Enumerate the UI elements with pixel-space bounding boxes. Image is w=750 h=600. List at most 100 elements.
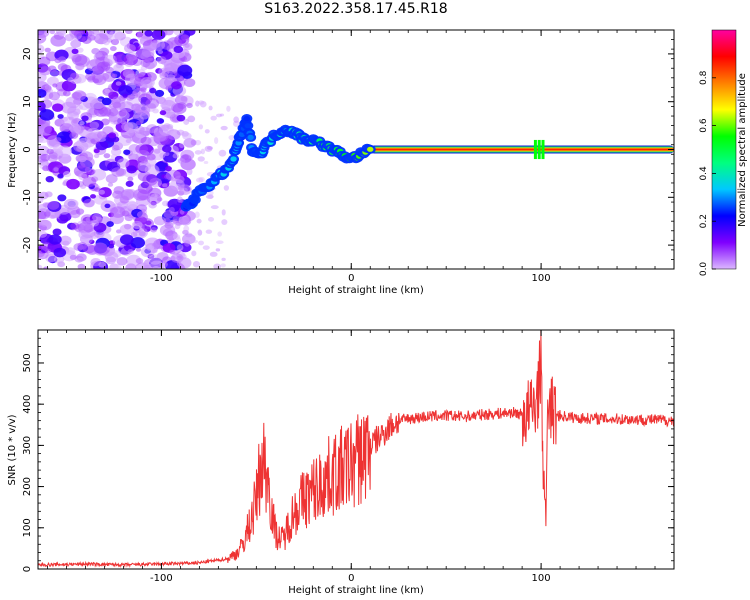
- spectrogram-noise-blob: [121, 210, 130, 217]
- spectrogram-noise-blob: [173, 30, 185, 36]
- spectrogram-noise-blob: [226, 105, 231, 112]
- spectrogram-noise-blob: [179, 242, 192, 253]
- spectrogram-noise-blob: [85, 72, 96, 81]
- spectrogram-noise-blob: [124, 122, 139, 133]
- spectrogram-noise-blob: [206, 146, 214, 150]
- spectrogram-noise-blob: [183, 138, 196, 148]
- spectrogram-noise-blob: [157, 118, 164, 123]
- spectrogram-noise-blob: [53, 167, 59, 172]
- spectrogram-noise-blob: [214, 137, 219, 145]
- spectrogram-noise-blob: [205, 229, 213, 234]
- spectrogram-noise-blob: [98, 189, 105, 195]
- spectrogram-noise-blob: [172, 103, 187, 115]
- spectrogram-noise-blob: [90, 194, 97, 199]
- spectrogram-noise-blob: [57, 194, 67, 202]
- snr-y-tick-label: 0: [22, 566, 33, 572]
- spectrogram-noise-blob: [44, 47, 51, 53]
- spectrogram-noise-blob: [69, 132, 79, 140]
- spectrogram-noise-blob: [187, 115, 196, 123]
- snr-series-line: [38, 330, 674, 569]
- spectrogram-noise-blob: [232, 120, 240, 127]
- spectrogram-noise-blob: [109, 30, 123, 40]
- spectrogram-noise-blob: [200, 148, 206, 155]
- spectrogram-x-ticks: -100 0 100: [47, 30, 675, 284]
- spectrogram-band-core: [370, 148, 674, 151]
- spectrogram-noise-blob: [159, 224, 176, 237]
- spectrogram-noise-blob: [149, 260, 165, 269]
- spectrogram-noise-blob: [116, 257, 128, 266]
- snr-y-tick-label: 500: [22, 353, 33, 372]
- spectrogram-noise-blob: [77, 257, 84, 263]
- spectrogram-noise-blob: [66, 110, 80, 121]
- spectrogram-noise-blob: [53, 247, 67, 258]
- spectrogram-noise-blob: [198, 100, 205, 105]
- spectrogram-noise-blob: [170, 178, 185, 191]
- spectrogram-noise-blob: [110, 206, 126, 218]
- colorbar-label: Normalized spectral amplitude: [737, 73, 748, 227]
- spectrogram-ridge-core: [230, 156, 237, 162]
- spectrogram-noise-blob: [223, 185, 230, 191]
- spectrogram-noise-blob: [221, 209, 226, 216]
- spectrogram-noise-blob: [204, 129, 210, 134]
- snr-panel: -100 0 100 0 100 200 300 400 500 Height of stra…: [7, 329, 675, 596]
- colorbar-tick-label: 0.0: [699, 262, 709, 277]
- spectrogram-x-tick-label: -100: [150, 273, 173, 284]
- spectrogram-noise-blob: [146, 153, 156, 161]
- spectrogram-x-label: Height of straight line (km): [288, 285, 424, 296]
- spectrogram-noise-blob: [38, 145, 50, 157]
- spectrogram-noise-blob: [181, 233, 196, 245]
- spectrogram-noise-blob: [169, 111, 175, 118]
- spectrogram-noise-blob: [139, 218, 154, 230]
- snr-x-tick-label: 100: [532, 573, 551, 584]
- spectrogram-noise-blob: [177, 157, 186, 164]
- spectrogram-noise-blob: [108, 263, 122, 269]
- spectrogram-ridge-core: [244, 123, 251, 129]
- spectrogram-noise-blob: [210, 115, 217, 121]
- spectrogram-noise-blob: [162, 183, 168, 188]
- spectrogram-noise-blob: [48, 91, 61, 101]
- spectrogram-noise-blob: [38, 123, 52, 136]
- spectrogram-noise-blob: [179, 187, 188, 193]
- spectrogram-noise-blob: [177, 196, 183, 202]
- spectrogram-noise-blob: [108, 132, 117, 139]
- spectrogram-noise-blob: [71, 48, 79, 54]
- spectrogram-noise-blob: [125, 189, 137, 198]
- spectrogram-noise-blob: [38, 30, 50, 38]
- spectrogram-noise-blob: [55, 137, 62, 142]
- spectrogram-x-tick-label: 100: [532, 273, 551, 284]
- snr-y-tick-label: 400: [22, 395, 33, 414]
- spectrogram-ridge-core: [243, 115, 251, 122]
- spectrogram-noise-blob: [191, 250, 197, 257]
- spectrogram-noise-blob: [160, 101, 171, 110]
- spectrogram-noise-blob: [78, 101, 90, 111]
- spectrogram-noise-blob: [108, 243, 115, 249]
- spectrogram-noise-blob: [57, 173, 64, 179]
- spectrogram-noise-blob: [116, 168, 127, 176]
- colorbar-tick-label: 0.4: [699, 166, 709, 181]
- spectrogram-y-label: Frequency (Hz): [7, 112, 18, 188]
- spectrogram-noise-blob: [144, 30, 153, 37]
- spectrogram-noise-blob: [45, 175, 54, 183]
- spectrogram-noise-blob: [111, 73, 118, 78]
- spectrogram-noise-blob: [149, 192, 159, 200]
- spectrogram-y-tick-label: 10: [22, 95, 33, 108]
- spectrogram-noise-blob: [199, 100, 207, 108]
- spectrogram-noise-blob: [182, 42, 193, 51]
- spectrogram-noise-blob: [162, 145, 172, 153]
- spectrogram-noise-blob: [186, 118, 192, 122]
- spectrogram-noise-blob: [62, 171, 71, 178]
- snr-y-label: SNR (10 * v/v): [7, 414, 18, 485]
- spectrogram-ridge-core: [235, 140, 242, 146]
- spectrogram-noise-blob: [101, 97, 112, 106]
- spectrogram-noise-blob: [124, 43, 136, 53]
- spectrogram-noise-blob: [190, 139, 197, 146]
- spectrogram-noise-blob: [47, 65, 57, 73]
- spectrogram-noise-blob: [71, 91, 82, 100]
- spectrogram-noise-blob: [94, 187, 101, 192]
- spectrogram-noise-blob: [221, 219, 228, 225]
- spectrogram-noise-blob: [126, 254, 142, 267]
- spectrogram-noise-blob: [194, 150, 202, 155]
- spectrogram-noise-field: [38, 30, 240, 269]
- spectrogram-noise-blob: [53, 144, 64, 153]
- spectrogram-noise-blob: [149, 87, 157, 94]
